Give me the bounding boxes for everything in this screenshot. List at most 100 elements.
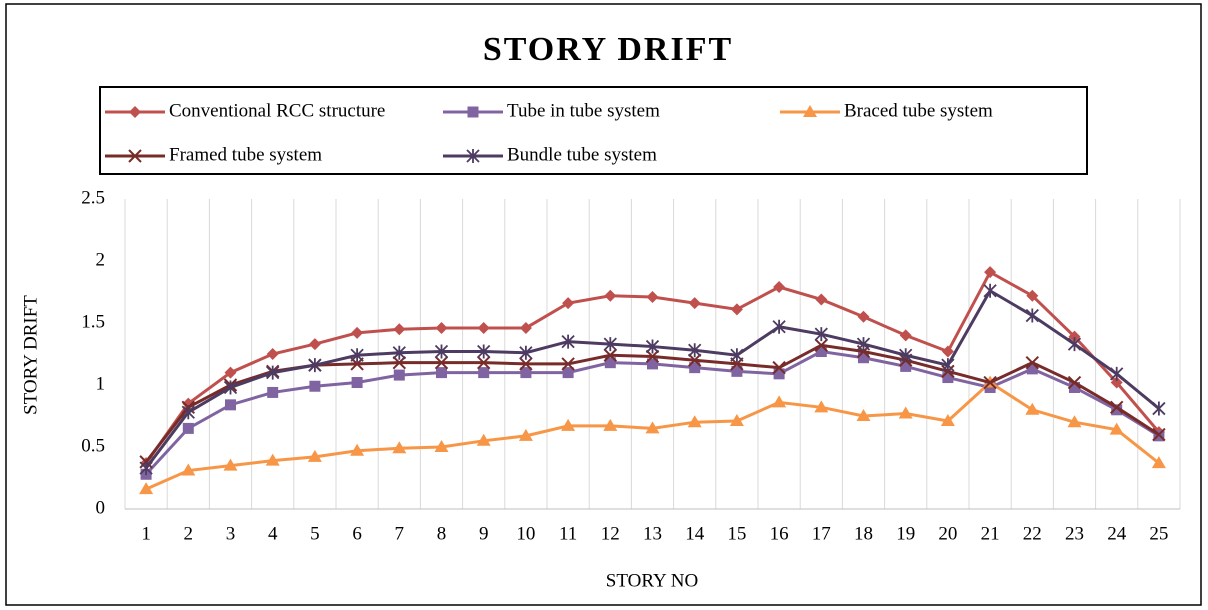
marker-shape <box>814 338 829 353</box>
marker-shape <box>435 321 448 334</box>
marker-shape <box>603 348 618 362</box>
y-tick-label: 0.5 <box>81 435 105 456</box>
x-axis-title: STORY NO <box>606 570 698 591</box>
marker-shape <box>731 365 743 377</box>
marker <box>856 409 871 421</box>
marker <box>941 345 954 358</box>
marker <box>772 395 787 408</box>
marker <box>181 463 196 476</box>
marker-shape <box>307 449 322 462</box>
marker-shape <box>687 415 702 428</box>
marker-shape <box>1151 456 1166 469</box>
marker-shape <box>1152 401 1166 416</box>
marker <box>476 433 491 446</box>
legend-box <box>99 86 1088 175</box>
y-axis-title: STORY DRIFT <box>20 295 41 415</box>
x-tick-label: 21 <box>981 523 1000 544</box>
x-tick-label: 12 <box>601 523 620 544</box>
x-tick-label: 18 <box>854 523 873 544</box>
marker <box>731 365 743 377</box>
x-tick-label: 10 <box>516 523 535 544</box>
marker <box>687 415 702 428</box>
legend-label: Conventional RCC structure <box>169 100 385 121</box>
x-tick-label: 24 <box>1107 523 1127 544</box>
marker-shape <box>814 400 829 413</box>
marker <box>729 413 744 426</box>
marker-shape <box>1026 363 1038 375</box>
x-tick-label: 15 <box>727 523 746 544</box>
x-tick-label: 6 <box>352 523 362 544</box>
marker-shape <box>181 405 195 420</box>
marker-shape <box>858 352 869 364</box>
marker <box>814 400 829 413</box>
x-tick-label: 8 <box>437 523 447 544</box>
marker-shape <box>392 441 407 454</box>
marker <box>1152 427 1166 442</box>
marker-shape <box>730 348 744 363</box>
marker <box>1151 456 1166 469</box>
marker-shape <box>223 380 238 395</box>
marker <box>562 367 574 379</box>
marker <box>225 399 236 411</box>
marker <box>1068 330 1081 343</box>
marker <box>350 348 364 363</box>
marker <box>815 346 827 358</box>
marker <box>858 352 869 364</box>
marker-shape <box>645 421 660 434</box>
marker <box>1110 366 1124 381</box>
marker-shape <box>1110 366 1124 381</box>
marker <box>814 327 828 342</box>
marker <box>520 367 532 379</box>
marker <box>519 357 533 371</box>
marker-shape <box>1025 355 1040 370</box>
y-tick-label: 2.5 <box>81 187 105 208</box>
marker <box>181 405 195 420</box>
marker-shape <box>603 337 617 352</box>
marker-shape <box>181 463 196 476</box>
marker <box>983 283 997 298</box>
marker-shape <box>1068 330 1081 343</box>
marker-shape <box>265 453 280 466</box>
marker <box>224 366 237 379</box>
marker-shape <box>182 422 194 434</box>
marker-shape <box>646 290 659 303</box>
marker-shape <box>899 329 912 342</box>
marker <box>478 367 490 379</box>
y-tick-label: 2 <box>96 249 106 270</box>
marker-shape <box>687 353 702 367</box>
x-tick-label: 14 <box>685 523 705 544</box>
marker <box>223 380 238 395</box>
marker-shape <box>519 357 533 371</box>
marker-shape <box>984 266 997 279</box>
marker <box>434 440 449 452</box>
marker <box>1067 337 1082 352</box>
marker <box>688 343 702 358</box>
x-tick-label: 3 <box>226 523 236 544</box>
x-tick-label: 9 <box>479 523 489 544</box>
marker <box>308 338 321 351</box>
marker-shape <box>309 380 321 392</box>
marker <box>519 321 532 334</box>
marker-shape <box>1111 404 1123 416</box>
marker-shape <box>266 365 280 380</box>
marker <box>561 418 576 431</box>
x-tick-label: 20 <box>938 523 957 544</box>
marker <box>1109 422 1124 435</box>
marker-shape <box>1152 427 1166 442</box>
marker <box>900 360 912 372</box>
x-tick-label: 5 <box>310 523 320 544</box>
x-tick-label: 16 <box>770 523 789 544</box>
marker <box>815 293 828 306</box>
marker <box>393 369 405 381</box>
marker <box>646 290 659 303</box>
x-tick-label: 2 <box>184 523 194 544</box>
marker-shape <box>689 362 701 374</box>
marker-shape <box>773 281 786 294</box>
legend-label: Braced tube system <box>844 100 993 121</box>
marker-shape <box>476 355 491 370</box>
marker <box>1152 401 1166 416</box>
marker-shape <box>941 345 954 358</box>
marker <box>603 348 618 362</box>
marker <box>857 310 870 323</box>
